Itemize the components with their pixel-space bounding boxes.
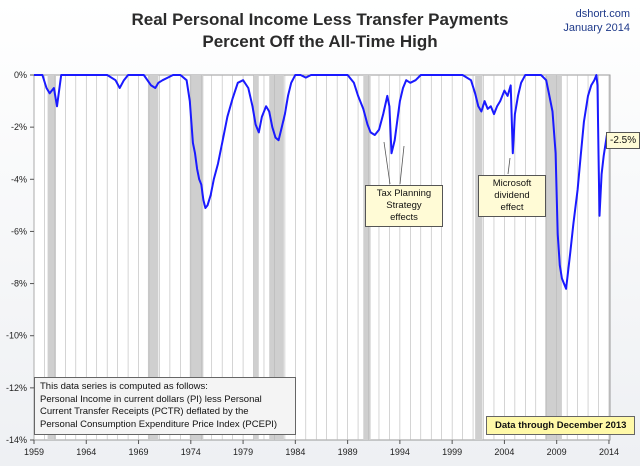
y-axis: 0% -2% -4% -6% -8% -10% -12% -14% [6,70,34,445]
x-tick-label: 1964 [76,447,96,457]
chart-title-line1: Real Personal Income Less Transfer Payme… [131,10,509,29]
recession-band [545,75,562,440]
x-tick-label: 1999 [442,447,462,457]
note-line-1: This data series is computed as follows: [40,381,208,392]
x-axis: 1959 1964 1969 1974 1979 1984 1989 1994 1999 2004… [24,440,619,457]
microsoft-callout: Microsoft dividend effect [478,175,546,217]
recession-band [47,75,56,440]
recession-band [475,75,483,440]
y-tick-label: -14% [6,435,27,445]
recession-band [269,75,284,440]
y-tick-label: -2% [11,122,27,132]
methodology-note: This data series is computed as follows:… [34,377,296,435]
x-tick-label: 1984 [285,447,305,457]
y-tick-label: -10% [6,331,27,341]
tax-callout-pointer-2 [399,145,405,185]
y-tick-label: -12% [6,383,27,393]
x-tick-label: 2004 [494,447,514,457]
microsoft-callout-pointer [507,157,511,175]
series-line [34,74,610,290]
y-tick-label: -8% [11,279,27,289]
tax-callout-line-1: Tax Planning [376,188,432,199]
last-value-label: -2.5% [606,132,640,149]
tax-planning-callout: Tax Planning Strategy effects [365,185,443,227]
y-tick-label: -4% [11,174,27,184]
y-tick-label: -6% [11,226,27,236]
tax-callout-pointer-1 [383,141,391,185]
x-tick-label: 1959 [24,447,44,457]
data-through-label: Data through December 2013 [486,416,636,435]
date-label: January 2014 [563,22,630,34]
source-label: dshort.com [575,8,630,20]
x-tick-label: 2014 [599,447,619,457]
recession-bands [47,75,562,440]
ms-callout-line-2: dividend [494,190,530,201]
note-line-2: Personal Income in current dollars (PI) … [40,393,262,405]
x-tick-label: 1969 [129,447,149,457]
x-tick-label: 2009 [547,447,567,457]
chart-title-line2: Percent Off the All-Time High [202,32,438,51]
recession-band [189,75,204,440]
x-tick-label: 1994 [390,447,410,457]
x-tick-label: 1974 [181,447,201,457]
tax-callout-line-2: Strategy [386,200,422,211]
note-line-4: Personal Consumption Expenditure Price I… [40,418,278,430]
recession-band [363,75,371,440]
tax-callout-line-3: effects [390,212,418,223]
y-tick-label: 0% [14,70,27,80]
recession-band [147,75,159,440]
recession-band [253,75,259,440]
ms-callout-line-3: effect [500,202,524,213]
x-tick-label: 1989 [338,447,358,457]
note-line-3: Current Transfer Receipts (PCTR) deflate… [40,406,249,417]
x-tick-label: 1979 [233,447,253,457]
ms-callout-line-1: Microsoft [492,178,532,189]
